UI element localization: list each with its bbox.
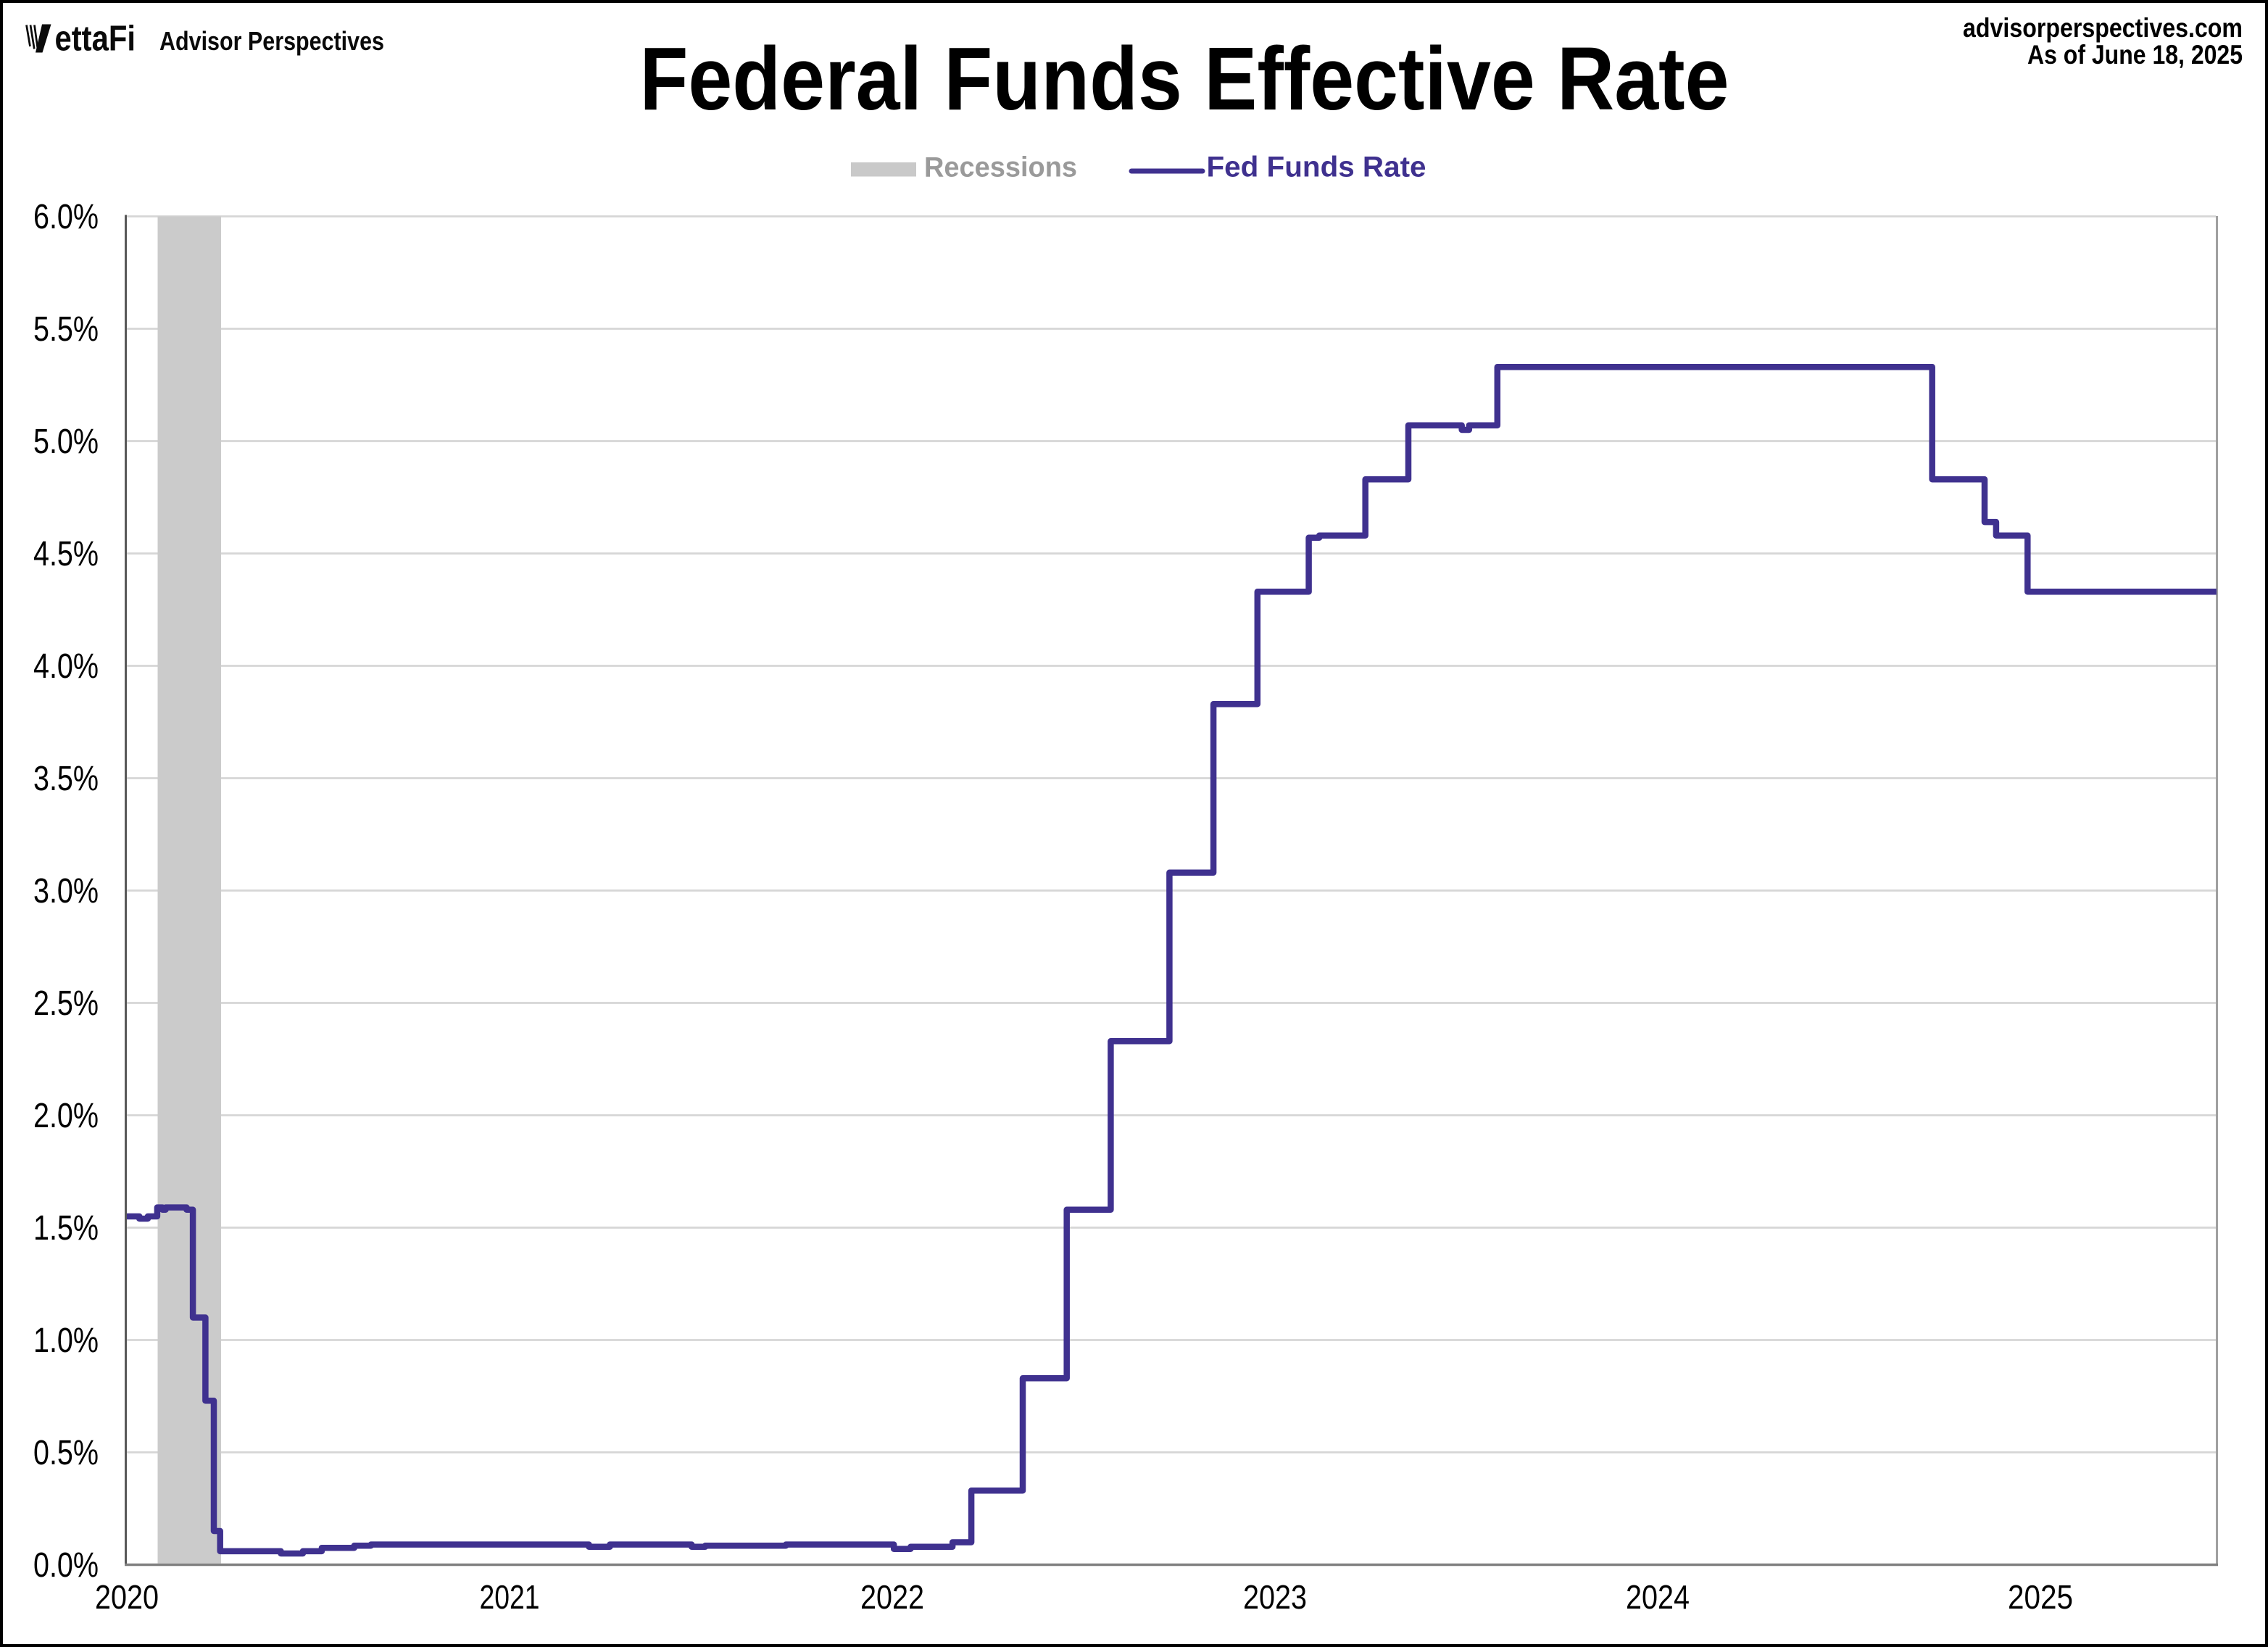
svg-text:6.0%: 6.0% — [33, 198, 99, 236]
svg-text:Fed Funds Rate: Fed Funds Rate — [1207, 152, 1426, 183]
svg-text:2.5%: 2.5% — [33, 984, 99, 1023]
svg-text:Recessions: Recessions — [924, 152, 1077, 183]
svg-text:4.0%: 4.0% — [33, 647, 99, 686]
svg-text:3.0%: 3.0% — [33, 872, 99, 910]
svg-text:5.5%: 5.5% — [33, 310, 99, 349]
svg-text:1.5%: 1.5% — [33, 1209, 99, 1248]
svg-text:1.0%: 1.0% — [33, 1322, 99, 1360]
svg-text:2020: 2020 — [95, 1578, 159, 1616]
svg-text:2025: 2025 — [2008, 1578, 2073, 1616]
svg-text:advisorperspectives.com: advisorperspectives.com — [1963, 13, 2243, 43]
svg-text:0.0%: 0.0% — [33, 1546, 99, 1585]
svg-text:4.5%: 4.5% — [33, 535, 99, 573]
svg-text:2.0%: 2.0% — [33, 1097, 99, 1135]
svg-text:2023: 2023 — [1243, 1578, 1307, 1616]
svg-text:Advisor Perspectives: Advisor Perspectives — [159, 26, 384, 56]
svg-text:ettaFi: ettaFi — [55, 20, 136, 59]
svg-text:As of June 18, 2025: As of June 18, 2025 — [2027, 40, 2243, 70]
svg-text:0.5%: 0.5% — [33, 1434, 99, 1472]
svg-text:5.0%: 5.0% — [33, 423, 99, 461]
svg-text:2021: 2021 — [480, 1578, 540, 1616]
svg-text:Federal Funds Effective Rate: Federal Funds Effective Rate — [640, 30, 1729, 129]
svg-text:3.5%: 3.5% — [33, 760, 99, 798]
svg-text:2024: 2024 — [1626, 1578, 1690, 1616]
svg-text:2022: 2022 — [860, 1578, 924, 1616]
